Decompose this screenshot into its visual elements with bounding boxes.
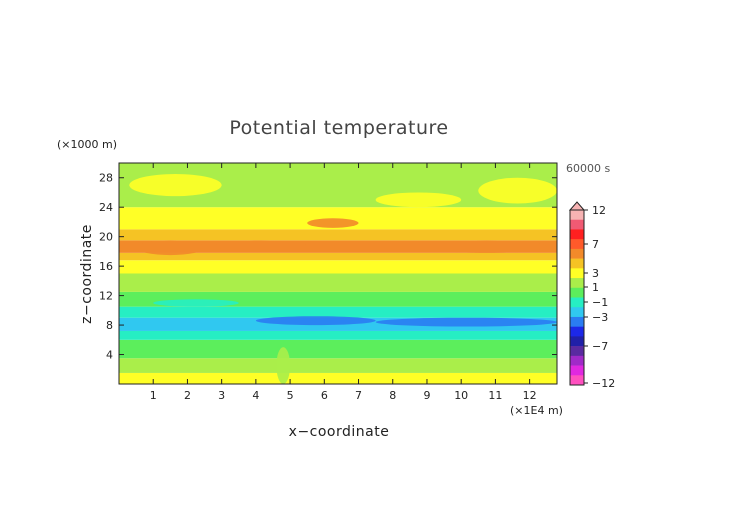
x-tick-label: 2 (184, 389, 191, 402)
x-tick-label: 12 (523, 389, 537, 402)
colorbar-segment (570, 287, 584, 298)
heatmap-feature-7 (375, 192, 462, 208)
heatmap-feature-9 (478, 177, 557, 204)
x-tick-label: 4 (252, 389, 259, 402)
heatmap-band-7 (119, 273, 557, 292)
heatmap-feature-1 (255, 316, 376, 326)
colorbar-segment (570, 326, 584, 337)
heatmap-features (129, 174, 557, 384)
colorbar-segment (570, 297, 584, 308)
heatmap-band-3 (119, 330, 557, 340)
y-tick-label: 20 (99, 231, 113, 244)
x-tick-label: 10 (454, 389, 468, 402)
colorbar-extend-arrow (568, 201, 586, 211)
heatmap-band-5 (119, 306, 557, 318)
heatmap-feature-6 (307, 218, 359, 228)
y-tick-label: 8 (106, 319, 113, 332)
y-unit-label: (×1000 m) (57, 138, 117, 151)
y-tick-label: 16 (99, 260, 113, 273)
colorbar-segment (570, 258, 584, 269)
time-label: 60000 s (566, 162, 610, 175)
colorbar-segment (570, 278, 584, 289)
y-axis-label: z−coordinate (79, 224, 95, 324)
y-tick-label: 12 (99, 290, 113, 303)
colorbar-label: −1 (592, 296, 608, 309)
x-tick-label: 6 (321, 389, 328, 402)
y-tick-label: 4 (106, 349, 113, 362)
x-tick-label: 5 (287, 389, 294, 402)
colorbar-label: −7 (592, 340, 608, 353)
colorbar-segment (570, 248, 584, 259)
colorbar-segment (570, 239, 584, 250)
heatmap-band-9 (119, 252, 557, 261)
y-tick-label: 28 (99, 172, 113, 185)
heatmap-feature-10 (276, 347, 291, 384)
y-tick-label: 24 (99, 201, 113, 214)
heatmap-band-8 (119, 260, 557, 274)
x-axis-label: x−coordinate (289, 424, 390, 440)
colorbar-label: 3 (592, 267, 599, 280)
colorbar-segment (570, 346, 584, 357)
x-tick-label: 1 (150, 389, 157, 402)
colorbar-segment (570, 268, 584, 279)
heatmap-band-1 (119, 358, 557, 373)
colorbar-segment (570, 219, 584, 230)
chart-title: Potential temperature (229, 117, 448, 139)
heatmap-band-2 (119, 339, 557, 359)
colorbar-segment (570, 355, 584, 366)
heatmap-feature-4 (214, 240, 308, 252)
x-axis-ticks: 1 2 3 4 5 6 7 8 9 10 11 12 (150, 163, 537, 402)
x-tick-label: 8 (389, 389, 396, 402)
heatmap-band-11 (119, 229, 557, 241)
colorbar-label: 1 (592, 281, 599, 294)
plot-area (118, 162, 558, 385)
colorbar-segment (570, 336, 584, 347)
heatmap-feature-8 (129, 174, 222, 197)
x-tick-label: 9 (423, 389, 430, 402)
heatmap-band-0 (119, 372, 557, 384)
heatmap-feature-5 (426, 240, 547, 253)
colorbar-frame (569, 209, 585, 386)
colorbar-segment (570, 365, 584, 376)
colorbar-label: 12 (592, 204, 606, 217)
plot-frame (118, 162, 558, 385)
x-tick-label: 3 (218, 389, 225, 402)
heatmap-feature-3 (136, 240, 205, 256)
x-unit-label: (×1E4 m) (510, 404, 563, 417)
colorbar-segment (570, 316, 584, 327)
x-tick-label: 7 (355, 389, 362, 402)
colorbar-label: −12 (592, 377, 615, 390)
x-tick-label: 11 (488, 389, 502, 402)
colorbar-segment (570, 307, 584, 318)
heatmap-feature-2 (375, 317, 557, 327)
colorbar-segment (570, 229, 584, 240)
colorbar-segment (570, 210, 584, 221)
colorbar-segment (570, 375, 584, 386)
colorbar: 12 7 31 −1 −3 −7 −12 (568, 201, 615, 390)
heatmap-feature-0 (153, 299, 239, 307)
y-axis-ticks: 4 8 12 16 20 24 28 (99, 172, 557, 362)
heatmap-band-12 (119, 207, 557, 230)
colorbar-label: −3 (592, 311, 608, 324)
colorbar-label: 7 (592, 238, 599, 251)
